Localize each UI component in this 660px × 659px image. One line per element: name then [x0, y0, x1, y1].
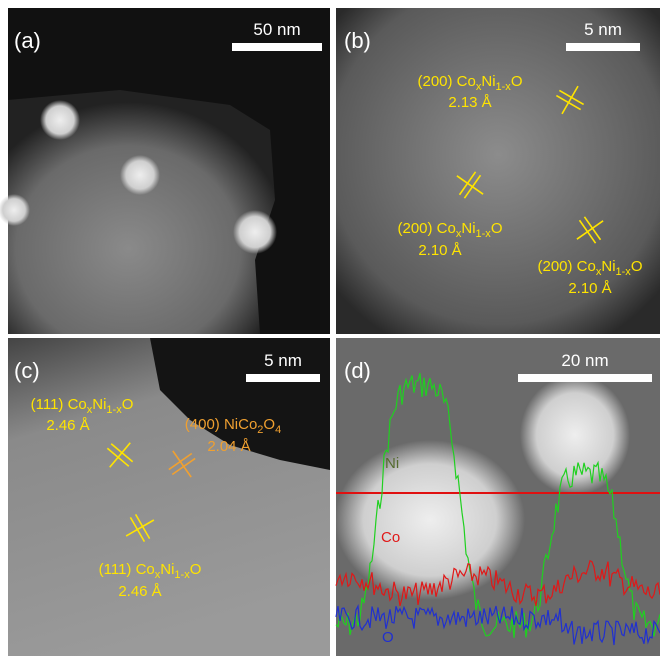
formula-text: (200) Co: [418, 73, 476, 90]
profile-label: O: [382, 629, 394, 646]
subscript: 1-x: [616, 266, 632, 278]
profile-label: Co: [381, 529, 400, 546]
panel-label: (d): [344, 358, 371, 383]
d-spacing: 2.46 Å: [46, 417, 89, 434]
nanoparticle: [120, 155, 160, 195]
formula-text: (400) NiCo: [185, 416, 258, 433]
scale-bar: [232, 43, 322, 51]
formula-text: O: [511, 73, 523, 90]
subscript: 4: [275, 424, 281, 436]
d-spacing: 2.04 Å: [207, 438, 250, 455]
scale-bar: [246, 374, 320, 382]
scale-bar-label: 50 nm: [253, 20, 300, 39]
panel-label: (a): [14, 28, 41, 53]
d-spacing: 2.10 Å: [418, 242, 461, 259]
nanoparticle: [520, 375, 630, 495]
nanoparticle: [233, 210, 277, 254]
formula-text: (111) Co: [31, 396, 87, 413]
formula-text: Ni: [160, 561, 174, 578]
formula-text: O: [491, 220, 503, 237]
subscript: 1-x: [476, 228, 492, 240]
subscript: 1-x: [106, 404, 122, 416]
panel-label: (c): [14, 358, 40, 383]
scale-bar: [566, 43, 640, 51]
d-spacing: 2.10 Å: [568, 280, 611, 297]
formula-text: (111) Co: [99, 561, 155, 578]
scale-bar-label: 5 nm: [584, 20, 622, 39]
subscript: 1-x: [174, 569, 190, 581]
profile-label: Ni: [385, 455, 399, 472]
scale-bar: [518, 374, 652, 382]
panel-label: (b): [344, 28, 371, 53]
subscript: 1-x: [496, 81, 512, 93]
scale-bar-label: 20 nm: [561, 351, 608, 370]
formula-text: Ni: [481, 73, 495, 90]
formula-text: (200) Co: [398, 220, 456, 237]
scale-bar-label: 5 nm: [264, 351, 302, 370]
d-spacing: 2.46 Å: [118, 583, 161, 600]
formula-text: Ni: [92, 396, 106, 413]
figure: (a)50 nm(b)5 nm(200) CoxNi1-xO2.13 Å(200…: [0, 0, 660, 659]
formula-text: Ni: [461, 220, 475, 237]
formula-text: Ni: [601, 258, 615, 275]
formula-text: O: [122, 396, 134, 413]
nanoparticle: [40, 100, 80, 140]
formula-text: O: [190, 561, 202, 578]
formula-text: O: [631, 258, 643, 275]
formula-text: (200) Co: [538, 258, 596, 275]
formula-text: O: [263, 416, 275, 433]
d-spacing: 2.13 Å: [448, 94, 491, 111]
